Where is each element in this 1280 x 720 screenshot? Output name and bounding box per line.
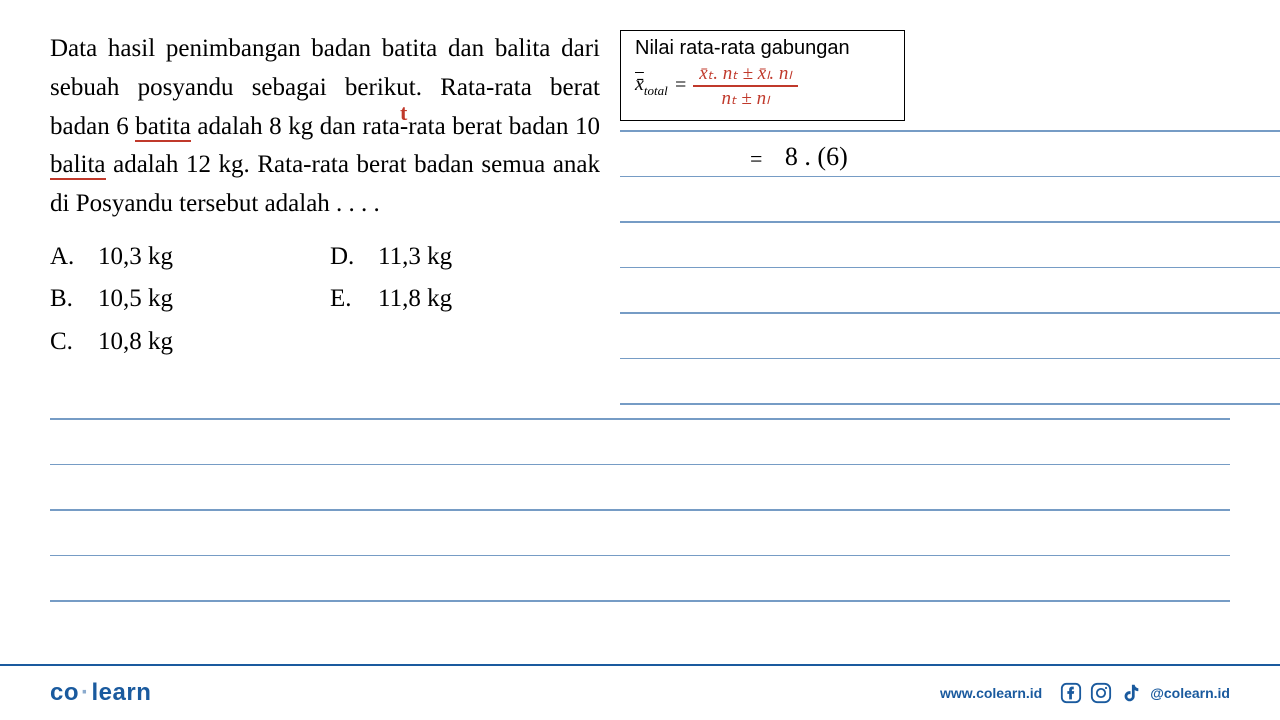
option-e-value: 11,8 kg — [378, 278, 452, 321]
answer-options: A. 10,3 kg D. 11,3 kg B. 10,5 kg E. — [50, 236, 600, 364]
options-row-3: C. 10,8 kg — [50, 321, 600, 364]
formula-fraction: x̄ₜ. nₜ ± x̄ₗ. nₗ nₜ ± nₗ — [693, 62, 797, 110]
options-row-1: A. 10,3 kg D. 11,3 kg — [50, 236, 600, 279]
option-c-value: 10,8 kg — [98, 321, 173, 364]
ruled-line — [50, 418, 1230, 420]
social-links: @colearn.id — [1060, 682, 1230, 704]
q-line3-b: adalah 8 kg — [191, 113, 313, 140]
question-text: Data hasil penimbangan badan batita dan … — [50, 30, 600, 224]
option-c-letter: C. — [50, 321, 98, 364]
handwritten-equals: = — [750, 146, 762, 171]
formula-equals: = — [674, 74, 688, 97]
formula-equation: x̄total = x̄ₜ. nₜ ± x̄ₗ. nₗ nₜ ± nₗ — [635, 62, 890, 110]
option-b-letter: B. — [50, 278, 98, 321]
option-b-value: 10,5 kg — [98, 278, 173, 321]
option-b[interactable]: B. 10,5 kg — [50, 278, 330, 321]
logo-part2: learn — [92, 679, 152, 706]
ruled-line — [620, 403, 1280, 405]
q-line4-underlined: balita — [50, 151, 106, 178]
q-line4-b: adalah — [106, 151, 179, 178]
instagram-icon[interactable] — [1090, 682, 1112, 704]
ruled-lines-full — [50, 418, 1230, 646]
options-row-2: B. 10,5 kg E. 11,8 kg — [50, 278, 600, 321]
formula-numerator: x̄ₜ. nₜ ± x̄ₗ. nₗ — [693, 62, 797, 85]
ruled-line — [620, 312, 1280, 314]
formula-sub: total — [644, 83, 668, 98]
footer: co·learn www.colearn.id @colearn.id — [0, 664, 1280, 720]
ruled-line — [50, 600, 1230, 602]
formula-title: Nilai rata-rata gabungan — [635, 37, 890, 60]
formula-denominator: nₜ ± nₗ — [716, 87, 776, 110]
annotation-t-mark: t — [400, 100, 407, 126]
social-handle[interactable]: @colearn.id — [1150, 685, 1230, 701]
formula-xbar: x̄ — [635, 73, 644, 95]
logo-dot: · — [81, 679, 90, 706]
option-a-letter: A. — [50, 236, 98, 279]
page-container: Data hasil penimbangan badan batita dan … — [0, 0, 1280, 720]
ruled-line — [620, 130, 1280, 132]
ruled-line — [620, 267, 1280, 269]
option-d[interactable]: D. 11,3 kg — [330, 236, 452, 279]
ruled-lines-right — [620, 130, 1280, 363]
handwritten-work: = 8 . (6) — [750, 142, 848, 172]
option-a-value: 10,3 kg — [98, 236, 173, 279]
q-line6: Posyandu tersebut adalah . . . . — [76, 190, 380, 217]
handwritten-value: 8 . (6) — [785, 142, 848, 171]
ruled-line — [620, 176, 1280, 178]
option-e[interactable]: E. 11,8 kg — [330, 278, 452, 321]
q-line1: Data hasil penimbangan badan batita dan — [50, 35, 484, 62]
q-line4-a: dan rata-rata berat badan 10 — [320, 113, 600, 140]
option-d-letter: D. — [330, 236, 378, 279]
ruled-line — [50, 464, 1230, 466]
tiktok-icon[interactable] — [1120, 682, 1142, 704]
brand-logo: co·learn — [50, 679, 151, 707]
formula-lhs: x̄total — [635, 73, 668, 99]
option-d-value: 11,3 kg — [378, 236, 452, 279]
q-line3-underlined: batita — [135, 113, 191, 140]
content-area: Data hasil penimbangan badan batita dan … — [50, 30, 1230, 363]
option-a[interactable]: A. 10,3 kg — [50, 236, 330, 279]
ruled-line — [620, 221, 1280, 223]
logo-part1: co — [50, 679, 79, 706]
question-column: Data hasil penimbangan badan batita dan … — [50, 30, 600, 363]
work-column: Nilai rata-rata gabungan x̄total = x̄ₜ. … — [620, 30, 1230, 363]
formula-box: Nilai rata-rata gabungan x̄total = x̄ₜ. … — [620, 30, 905, 121]
option-c[interactable]: C. 10,8 kg — [50, 321, 330, 364]
option-e-letter: E. — [330, 278, 378, 321]
footer-right: www.colearn.id @colearn.id — [940, 682, 1230, 704]
website-link[interactable]: www.colearn.id — [940, 685, 1042, 701]
facebook-icon[interactable] — [1060, 682, 1082, 704]
ruled-line — [620, 358, 1280, 360]
ruled-line — [50, 509, 1230, 511]
ruled-line — [50, 555, 1230, 557]
